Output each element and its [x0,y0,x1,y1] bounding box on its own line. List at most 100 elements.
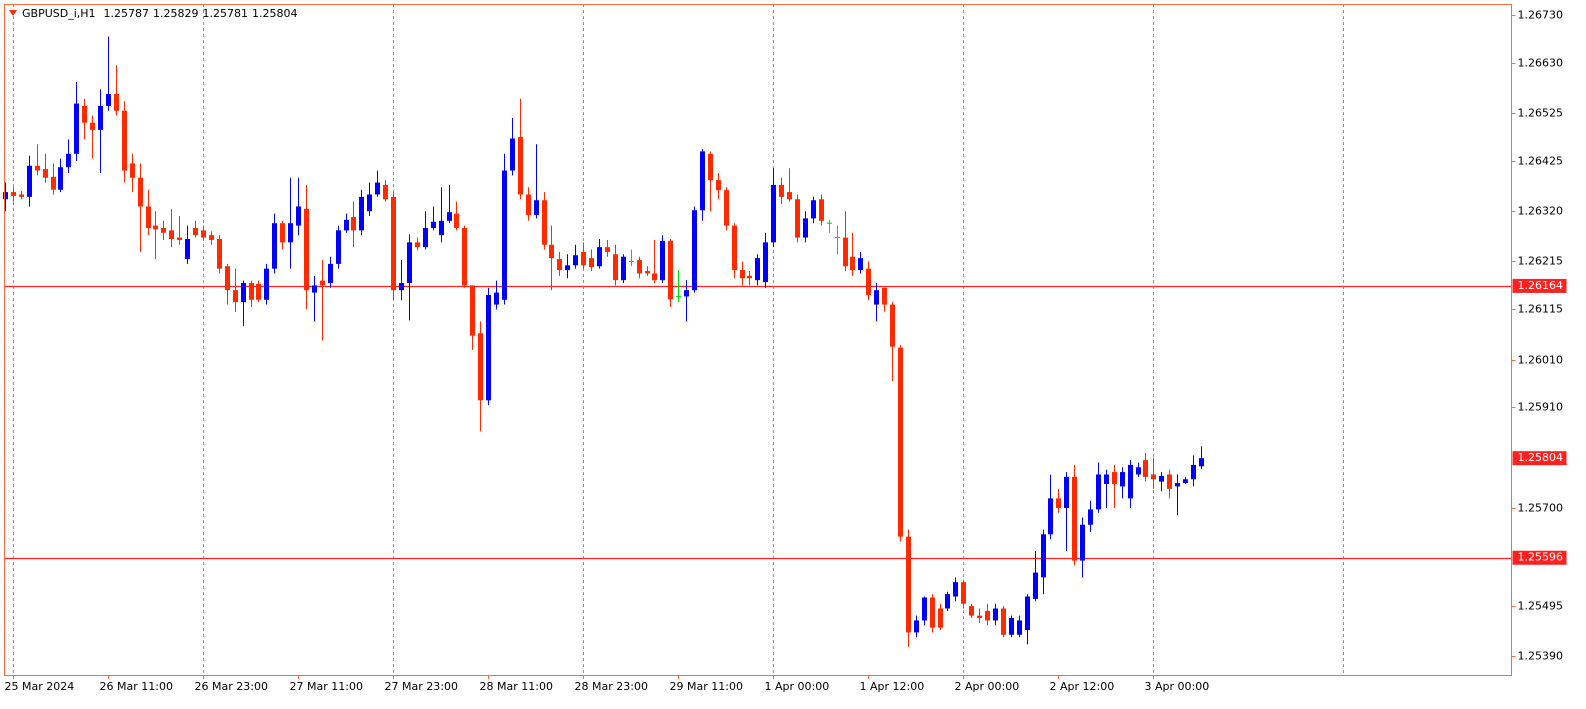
candle-body [993,608,998,621]
candle-body [621,256,626,281]
y-tick-label: 1.26320 [1518,205,1564,218]
candle-body [977,615,982,619]
candle-body [225,266,230,291]
candle-body [320,280,325,286]
level-label: 1.25596 [1518,551,1564,564]
y-tick-label: 1.26425 [1518,155,1564,168]
candle-body [542,200,547,245]
x-tick-label: 3 Apr 00:00 [1145,680,1210,693]
x-tick-label: 1 Apr 00:00 [765,680,830,693]
candle-body [874,290,879,305]
candle-body [1064,476,1069,508]
candle-body [985,610,990,621]
candle-body [732,225,737,271]
candle-body [1136,467,1141,475]
candle-body [1183,479,1188,484]
candle-body [549,244,554,259]
candle-body [938,608,943,628]
candle-body [312,285,317,293]
candle-body [486,294,491,401]
candle-body [1175,483,1180,487]
candle-body [27,165,32,197]
candle-body [724,190,729,226]
candle-body [494,292,499,305]
candle-body [241,283,246,303]
candle-body [209,235,214,240]
x-tick-label: 28 Mar 23:00 [575,680,648,693]
candle-body [1096,474,1101,510]
candle-body [130,163,135,178]
candle-body [597,247,602,267]
candle-body [1159,475,1164,482]
candle-body [98,105,103,130]
candle-body [906,536,911,633]
candle-body [1104,474,1109,485]
candle-body [415,242,420,248]
candle-body [383,184,388,200]
candle-body [700,151,705,211]
title-marker [9,10,17,16]
x-tick-label: 27 Mar 23:00 [385,680,458,693]
candle-body [1167,474,1172,489]
x-tick-label: 26 Mar 23:00 [195,680,268,693]
candle-body [866,268,871,295]
candle-body [1143,460,1148,477]
candle-body [1199,458,1204,467]
level-box [1512,278,1567,293]
candle-body [431,221,436,228]
candle-body [557,259,562,271]
candle-body [581,251,586,266]
candle-body [407,242,412,284]
candle-body [146,206,151,228]
candle-body [692,210,697,291]
candle-body [185,238,190,260]
candle-body [74,103,79,154]
candle-body [843,237,848,267]
x-tick-label: 2 Apr 12:00 [1050,680,1115,693]
candle-body [914,620,919,633]
level-label: 1.26164 [1518,279,1564,292]
candle-body [106,93,111,106]
candle-body [201,230,206,238]
candle-body [1120,472,1125,487]
candle-body [510,138,515,171]
last-close: 1.25804 [252,7,298,20]
candle-body [811,200,816,219]
candle-body [573,255,578,266]
candle-body [138,177,143,207]
candle-body [716,180,721,191]
candle-body [922,597,927,621]
candle-body [114,93,119,111]
last-high: 1.25829 [153,7,199,20]
candle-body [249,283,254,300]
level-layer [4,285,1512,560]
y-tick-label: 1.25910 [1518,401,1564,414]
candle-body [447,212,452,221]
candle-body [763,242,768,283]
candle-body [779,184,784,197]
candle-body [423,227,428,248]
x-tick-label: 26 Mar 11:00 [100,680,173,693]
candle-body [19,194,24,197]
candle-body [280,223,285,243]
x-tick-label: 29 Mar 11:00 [670,680,743,693]
candle-body [708,153,713,181]
x-tick-label: 25 Mar 2024 [5,680,75,693]
candle-body [193,227,198,236]
candle-body [1033,572,1038,599]
axis-layer: 1.26730 1.26630 1.26525 1.26425 1.26320 1.262… [5,9,1567,693]
candle-body [518,137,523,195]
candle-body [90,122,95,130]
candle-body [1041,534,1046,578]
current-price-label: 1.25804 [1518,451,1564,464]
last-open: 1.25787 [104,7,150,20]
candle-body [502,170,507,300]
y-tick-label: 1.26525 [1518,107,1564,120]
candle-body [953,582,958,597]
chart-title: GBPUSD_i,H1 1.25787 1.25829 1.25781 1.25804 [22,7,298,20]
candle-body [589,258,594,268]
x-tick-label: 27 Mar 11:00 [290,680,363,693]
